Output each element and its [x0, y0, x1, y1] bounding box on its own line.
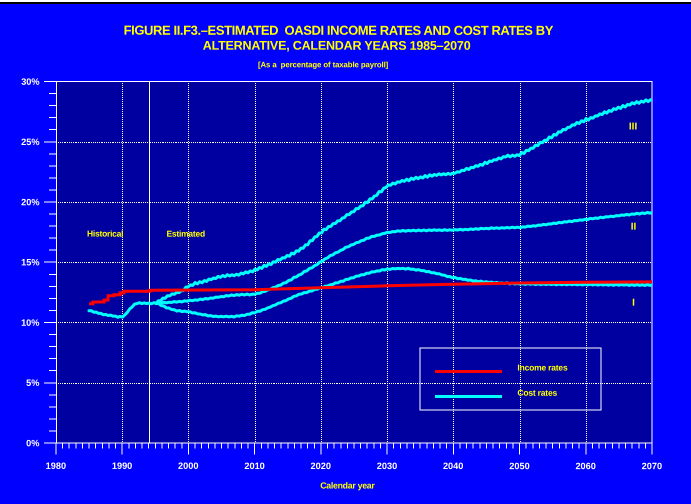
- svg-text:2050: 2050: [509, 461, 529, 471]
- svg-text:FIGURE II.F3.–ESTIMATED OASDI: FIGURE II.F3.–ESTIMATED OASDI INCOME RAT…: [124, 23, 554, 38]
- svg-text:Income rates: Income rates: [517, 362, 568, 372]
- svg-text:Calendar year: Calendar year: [320, 480, 375, 490]
- svg-text:20%: 20%: [21, 197, 39, 207]
- svg-text:Historical: Historical: [87, 229, 123, 239]
- svg-text:1980: 1980: [46, 461, 66, 471]
- svg-text:0%: 0%: [26, 438, 39, 448]
- svg-text:II: II: [631, 222, 637, 233]
- svg-text:2010: 2010: [244, 461, 264, 471]
- svg-text:I: I: [632, 298, 635, 309]
- svg-text:25%: 25%: [21, 137, 39, 147]
- svg-text:2030: 2030: [377, 461, 397, 471]
- svg-text:Estimated: Estimated: [167, 229, 205, 239]
- svg-text:Cost rates: Cost rates: [517, 388, 557, 398]
- svg-text:2060: 2060: [575, 461, 595, 471]
- svg-text:2000: 2000: [178, 461, 198, 471]
- svg-text:[As a percentage of taxable p: [As a percentage of taxable payroll]: [258, 60, 389, 69]
- svg-text:15%: 15%: [21, 257, 39, 267]
- svg-text:2040: 2040: [443, 461, 463, 471]
- svg-text:ALTERNATIVE, CALENDAR YEARS 19: ALTERNATIVE, CALENDAR YEARS 1985–2070: [203, 39, 471, 53]
- svg-text:30%: 30%: [21, 77, 39, 87]
- svg-text:5%: 5%: [26, 378, 39, 388]
- svg-text:III: III: [629, 121, 638, 132]
- svg-text:1990: 1990: [112, 461, 132, 471]
- svg-text:2020: 2020: [311, 461, 331, 471]
- svg-text:2070: 2070: [642, 461, 662, 471]
- svg-text:10%: 10%: [21, 318, 39, 328]
